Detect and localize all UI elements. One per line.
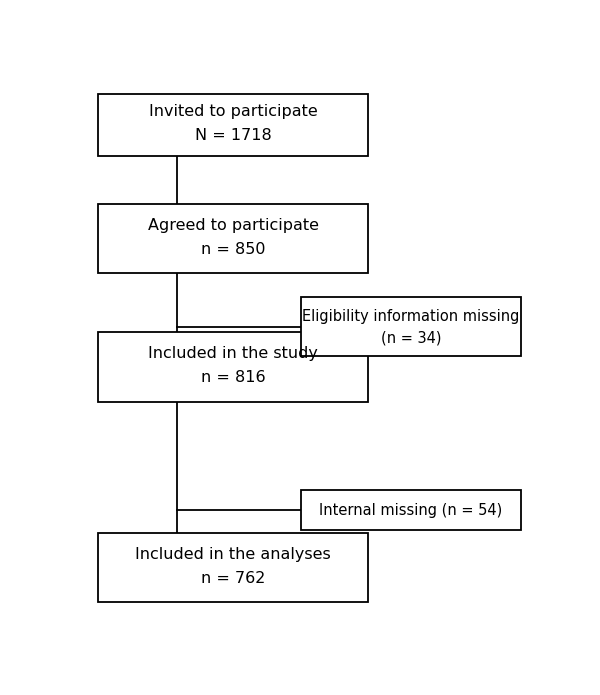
FancyBboxPatch shape <box>98 332 368 402</box>
Text: Eligibility information missing: Eligibility information missing <box>302 309 520 324</box>
Text: Invited to participate: Invited to participate <box>149 104 317 119</box>
Text: n = 762: n = 762 <box>201 571 265 586</box>
FancyBboxPatch shape <box>301 490 521 530</box>
Text: n = 816: n = 816 <box>201 370 265 385</box>
Text: Included in the analyses: Included in the analyses <box>135 547 331 562</box>
FancyBboxPatch shape <box>98 533 368 603</box>
FancyBboxPatch shape <box>98 204 368 273</box>
FancyBboxPatch shape <box>301 297 521 357</box>
Text: Internal missing (n = 54): Internal missing (n = 54) <box>319 502 503 518</box>
Text: Agreed to participate: Agreed to participate <box>148 218 319 233</box>
Text: (n = 34): (n = 34) <box>381 330 441 345</box>
Text: n = 850: n = 850 <box>201 242 265 256</box>
Text: Included in the study: Included in the study <box>148 346 318 361</box>
FancyBboxPatch shape <box>98 94 368 156</box>
Text: N = 1718: N = 1718 <box>195 128 271 143</box>
